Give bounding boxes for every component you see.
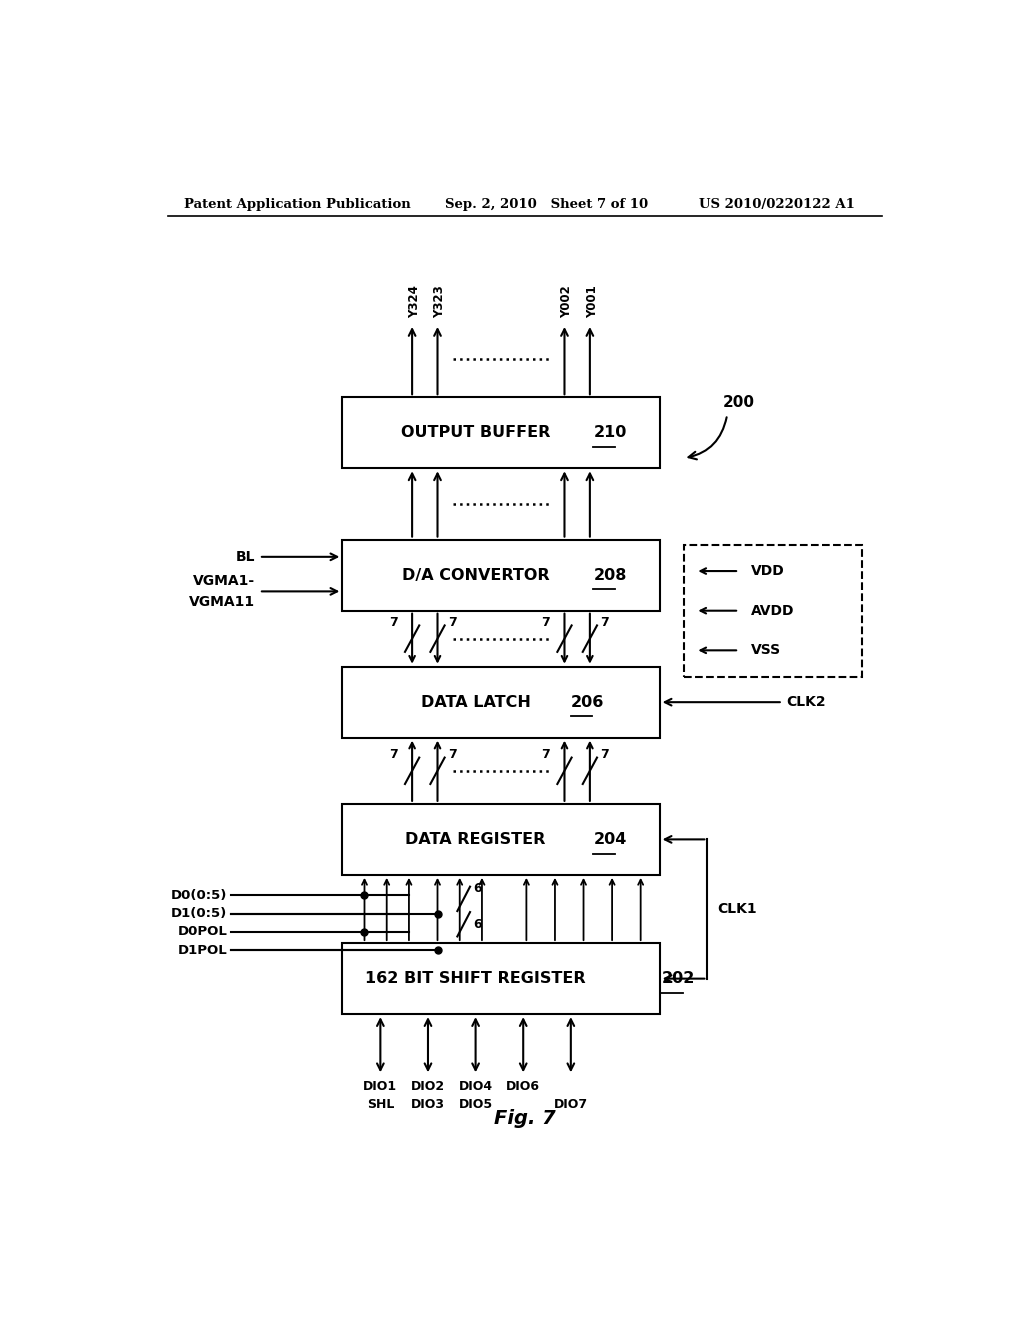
Text: Sep. 2, 2010   Sheet 7 of 10: Sep. 2, 2010 Sheet 7 of 10: [445, 198, 648, 211]
Text: 202: 202: [662, 972, 694, 986]
Text: 6: 6: [474, 882, 482, 895]
Text: DIO5: DIO5: [459, 1097, 493, 1110]
Text: VSS: VSS: [751, 643, 781, 657]
Text: DATA LATCH: DATA LATCH: [421, 694, 530, 710]
Text: 7: 7: [447, 748, 457, 762]
Text: Y324: Y324: [408, 285, 421, 318]
Text: 208: 208: [594, 568, 627, 582]
Text: 7: 7: [542, 748, 550, 762]
Text: 210: 210: [594, 425, 627, 441]
Text: DIO3: DIO3: [411, 1097, 445, 1110]
Text: Patent Application Publication: Patent Application Publication: [183, 198, 411, 211]
Text: D1POL: D1POL: [177, 944, 227, 957]
Text: DATA REGISTER: DATA REGISTER: [406, 832, 546, 847]
Text: CLK2: CLK2: [786, 696, 826, 709]
Text: 206: 206: [570, 694, 604, 710]
Bar: [342, 804, 659, 875]
Text: DIO6: DIO6: [506, 1080, 541, 1093]
Bar: [684, 545, 862, 677]
Text: 162 BIT SHIFT REGISTER: 162 BIT SHIFT REGISTER: [366, 972, 586, 986]
Text: D0POL: D0POL: [177, 925, 227, 939]
Text: D1(0:5): D1(0:5): [171, 907, 227, 920]
Text: 7: 7: [542, 616, 550, 628]
Text: Y323: Y323: [433, 285, 446, 318]
Text: Fig. 7: Fig. 7: [494, 1109, 556, 1129]
Text: DIO1: DIO1: [364, 1080, 397, 1093]
Text: OUTPUT BUFFER: OUTPUT BUFFER: [401, 425, 550, 441]
Text: US 2010/0220122 A1: US 2010/0220122 A1: [699, 198, 855, 211]
Text: D0(0:5): D0(0:5): [171, 888, 227, 902]
Text: VGMA11: VGMA11: [188, 594, 255, 609]
Text: CLK1: CLK1: [717, 902, 757, 916]
Text: D/A CONVERTOR: D/A CONVERTOR: [401, 568, 550, 582]
Text: Y001: Y001: [586, 285, 599, 318]
Bar: [342, 540, 659, 611]
Bar: [342, 667, 659, 738]
Text: 7: 7: [600, 616, 609, 628]
Text: 6: 6: [474, 917, 482, 931]
Bar: [342, 397, 659, 469]
Text: Y002: Y002: [560, 285, 573, 318]
Text: DIO7: DIO7: [554, 1097, 588, 1110]
Text: 200: 200: [723, 395, 756, 409]
FancyArrowPatch shape: [688, 417, 727, 459]
Text: 7: 7: [389, 748, 397, 762]
Text: 7: 7: [447, 616, 457, 628]
Text: SHL: SHL: [367, 1097, 394, 1110]
Text: BL: BL: [236, 550, 255, 564]
Text: 7: 7: [389, 616, 397, 628]
Text: 204: 204: [594, 832, 627, 847]
Text: AVDD: AVDD: [751, 603, 795, 618]
Text: 7: 7: [600, 748, 609, 762]
Bar: [342, 942, 659, 1014]
Text: VGMA1-: VGMA1-: [193, 574, 255, 589]
Text: DIO2: DIO2: [411, 1080, 445, 1093]
Text: DIO4: DIO4: [459, 1080, 493, 1093]
Text: VDD: VDD: [751, 564, 784, 578]
